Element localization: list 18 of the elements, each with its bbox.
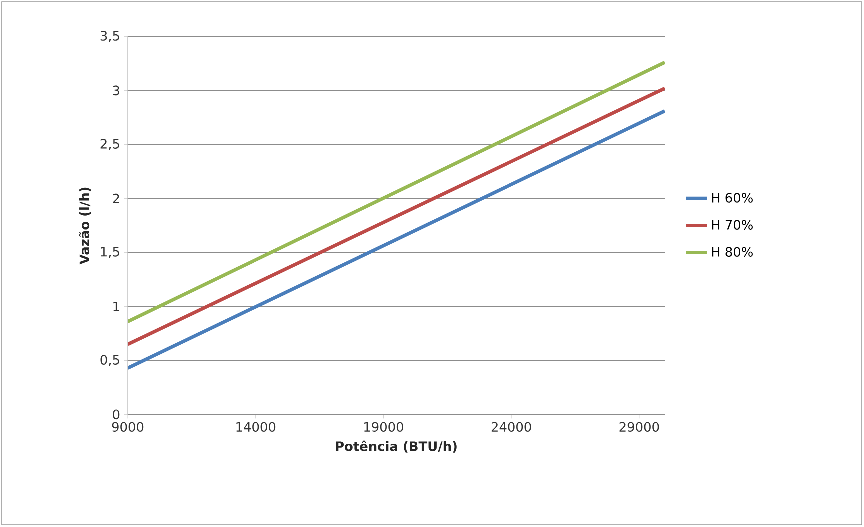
legend-label: H 80% — [712, 247, 753, 257]
y-tick-label: 3,5 — [100, 31, 120, 42]
y-tick-label: 2,5 — [100, 139, 120, 150]
x-axis-title: Potência (BTU/h) — [336, 440, 457, 453]
y-axis-title: Vazão (l/h) — [79, 188, 92, 265]
y-tick-label: 0,5 — [100, 355, 120, 366]
y-tick-label: 1,5 — [101, 247, 120, 258]
y-tick-label: 3 — [113, 86, 120, 96]
x-tick-label: 24000 — [492, 422, 532, 432]
y-tick-label: 0 — [113, 410, 120, 420]
y-tick-label: 2 — [113, 194, 120, 204]
legend-label: H 60% — [712, 193, 753, 203]
y-tick-label: 1 — [114, 302, 120, 312]
x-tick-label: 19000 — [364, 422, 404, 432]
x-tick-label: 29000 — [620, 422, 660, 432]
x-tick-label: 9000 — [112, 422, 144, 432]
x-tick-label: 14000 — [236, 422, 276, 432]
legend-label: H 70% — [712, 220, 753, 230]
